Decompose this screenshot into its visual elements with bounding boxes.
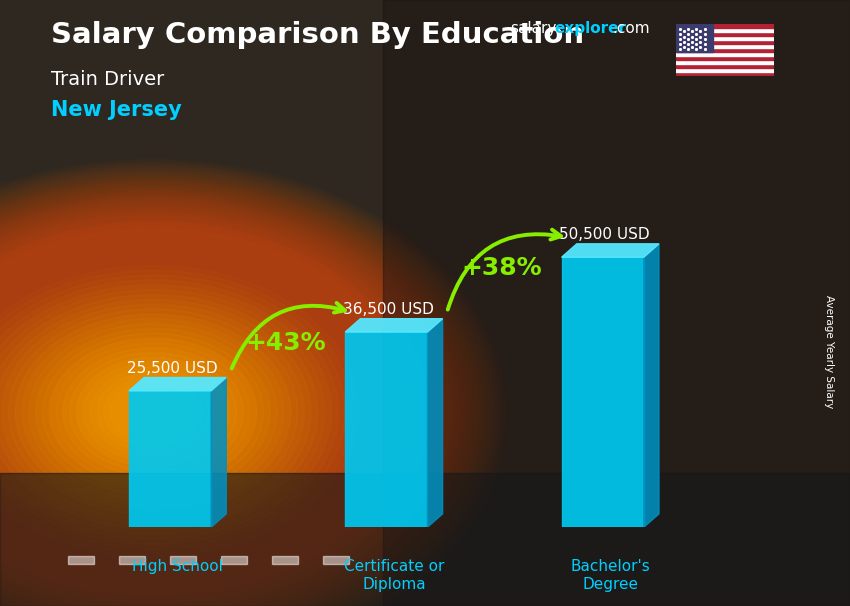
Bar [129, 391, 211, 527]
Text: Average Yearly Salary: Average Yearly Salary [824, 295, 834, 408]
Circle shape [0, 219, 423, 605]
Circle shape [42, 333, 264, 491]
Text: Salary Comparison By Education: Salary Comparison By Education [51, 21, 584, 49]
Text: explorer: explorer [554, 21, 626, 36]
Circle shape [0, 196, 456, 606]
Circle shape [90, 367, 216, 457]
Polygon shape [129, 378, 226, 391]
Circle shape [0, 199, 451, 606]
Circle shape [49, 338, 257, 486]
Bar [0, 473, 850, 606]
Bar [345, 332, 428, 527]
Bar [676, 72, 774, 76]
Bar [676, 48, 774, 52]
Polygon shape [428, 319, 443, 527]
Circle shape [36, 328, 270, 496]
Bar [676, 60, 774, 64]
Circle shape [70, 353, 236, 471]
Bar [323, 556, 348, 564]
Circle shape [8, 309, 298, 515]
Bar [676, 44, 774, 48]
Circle shape [0, 207, 441, 606]
Circle shape [0, 218, 426, 606]
Bar [676, 56, 774, 60]
Text: .com: .com [612, 21, 649, 36]
Text: 50,500 USD: 50,500 USD [559, 227, 650, 242]
Circle shape [104, 377, 202, 447]
Bar [119, 556, 144, 564]
Circle shape [2, 304, 304, 520]
Circle shape [0, 208, 439, 606]
Bar [676, 40, 774, 44]
Circle shape [0, 228, 411, 596]
Bar [676, 36, 774, 40]
Text: 25,500 USD: 25,500 USD [127, 361, 218, 376]
Bar [272, 556, 298, 564]
Text: Certificate or
Diploma: Certificate or Diploma [343, 559, 444, 591]
Polygon shape [345, 319, 443, 332]
Bar [676, 24, 713, 52]
Circle shape [110, 382, 196, 442]
Bar [676, 64, 774, 68]
Circle shape [0, 230, 408, 594]
Circle shape [0, 214, 431, 606]
Circle shape [0, 223, 418, 601]
Text: High School: High School [132, 559, 223, 574]
Text: salary: salary [510, 21, 557, 36]
Text: +38%: +38% [462, 256, 542, 280]
Circle shape [29, 324, 277, 501]
Bar [676, 52, 774, 56]
Bar [221, 556, 246, 564]
Bar [562, 257, 643, 527]
Circle shape [0, 210, 436, 606]
Polygon shape [211, 378, 226, 527]
Circle shape [15, 314, 291, 510]
Text: Bachelor's
Degree: Bachelor's Degree [570, 559, 650, 591]
Circle shape [63, 348, 243, 476]
Circle shape [0, 203, 446, 606]
Polygon shape [643, 244, 659, 527]
Bar [170, 556, 196, 564]
Circle shape [0, 201, 449, 606]
Circle shape [97, 372, 209, 452]
Bar [676, 24, 774, 28]
Circle shape [0, 225, 416, 599]
Circle shape [0, 198, 454, 606]
Bar [68, 556, 94, 564]
Bar [676, 68, 774, 72]
Circle shape [0, 221, 421, 603]
Bar [676, 28, 774, 32]
Circle shape [76, 358, 230, 467]
Polygon shape [562, 244, 659, 257]
Text: New Jersey: New Jersey [51, 100, 182, 120]
Circle shape [0, 194, 459, 606]
Circle shape [0, 212, 434, 606]
Bar [382, 0, 850, 606]
Circle shape [83, 362, 223, 462]
Circle shape [0, 216, 428, 606]
Circle shape [0, 227, 413, 598]
Text: Train Driver: Train Driver [51, 70, 164, 88]
Circle shape [0, 205, 444, 606]
Text: 36,500 USD: 36,500 USD [343, 302, 434, 317]
Bar [676, 32, 774, 36]
Text: +43%: +43% [246, 331, 326, 355]
Circle shape [22, 319, 284, 505]
Circle shape [56, 343, 250, 481]
